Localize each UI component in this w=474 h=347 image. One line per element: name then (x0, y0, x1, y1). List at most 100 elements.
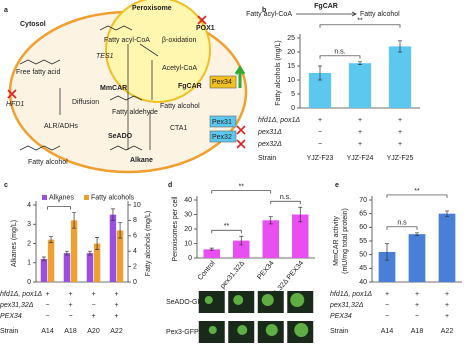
x-tick-label: A14 (41, 328, 54, 335)
x-tick-label: A22 (441, 328, 454, 335)
cell-spot (208, 326, 217, 334)
diagram-label: Peroxisome (132, 5, 172, 12)
x-tick-label: A18 (411, 328, 424, 335)
diagram-label: Fatty alcohol (160, 103, 200, 110)
header-enzyme: FgCAR (314, 3, 338, 10)
significance-bracket (47, 206, 71, 210)
legend-label: Fatty alcohols (91, 194, 135, 201)
y-tick-label: 40 (184, 197, 192, 204)
bar (233, 240, 250, 258)
y-tick-label: 55 (359, 238, 367, 245)
pex31-box (209, 115, 237, 128)
diagram-label: Diffusion (72, 99, 99, 106)
cell-spot (290, 293, 305, 307)
genotype-cell: + (445, 302, 449, 309)
diagram-label: β-oxidation (162, 37, 196, 44)
y-tick-label: 20 (184, 226, 192, 233)
genotype-label: pex31,32Δ (329, 302, 364, 309)
x-tick-label: A20 (87, 328, 100, 335)
genotype-cell: + (398, 141, 402, 148)
genotype-cell: + (385, 291, 389, 298)
error-bar (268, 216, 273, 225)
genotype-cell: − (385, 313, 389, 320)
diagram-label: Pex31 (212, 119, 232, 126)
y-tick-label: 20 (287, 49, 295, 56)
error-bar (118, 222, 123, 239)
bar (438, 213, 456, 282)
genotype-cell: − (91, 302, 95, 309)
diagram-label: TES1 (96, 53, 114, 60)
error-bar (72, 212, 77, 229)
x-tick-label: A18 (64, 328, 77, 335)
axes (35, 201, 129, 283)
diagram-label: ALR/ADHs (44, 123, 78, 130)
significance-label: ** (224, 223, 230, 230)
genotype-cell: + (114, 291, 118, 298)
y2-tick-label: 4 (133, 248, 137, 255)
diagram-label: CTA1 (170, 125, 187, 132)
pex32-box (209, 130, 237, 143)
y-tick-label: 25 (287, 35, 295, 42)
diagram-label: Fatty alcohol (28, 159, 68, 166)
diagram-label: Cytosol (20, 21, 46, 28)
error-bar (298, 206, 303, 223)
bar (203, 249, 220, 258)
significance-bracket (211, 190, 272, 194)
bar (116, 230, 124, 282)
y-tick-label: 5 (291, 91, 295, 98)
diagram-label: HFD1 (6, 101, 24, 108)
image-label: Pex3-GFP (166, 329, 199, 336)
axis-label: Alkanes (mg/L) (11, 220, 18, 267)
y-tick-label: 30 (184, 211, 192, 218)
y2-tick-label: 0 (133, 279, 137, 286)
y-tick-label: 0 (27, 279, 31, 286)
y-tick-label: 2 (27, 240, 31, 247)
axis-label: (mU/mg total protein) (342, 208, 349, 274)
error-bar (415, 232, 419, 236)
diagram-label: Pex34 (212, 79, 232, 86)
y2-tick-label: 2 (133, 263, 137, 270)
error-bar (445, 210, 449, 217)
error-bar (87, 250, 92, 256)
panel-label: b (262, 7, 266, 14)
legend-swatch (42, 195, 47, 200)
genotype-label: PEX34 (330, 313, 352, 320)
error-bar (385, 243, 389, 261)
genotype-label: pex31Δ (257, 129, 282, 136)
significance-bracket (270, 200, 301, 205)
genotype-cell: − (415, 313, 419, 320)
bar (308, 73, 332, 108)
error-bar (49, 236, 54, 244)
genotype-cell: + (68, 302, 72, 309)
significance-label: ** (414, 188, 420, 195)
y-tick-label: 65 (359, 211, 367, 218)
error-bar (41, 256, 46, 262)
y-tick-label: 50 (359, 252, 367, 259)
y-tick-label: 60 (359, 224, 367, 231)
legend-label: Alkanes (49, 194, 74, 201)
bar (63, 253, 71, 282)
header-text: Fatty alcohol (360, 11, 400, 18)
genotype-label: hfd1Δ, pox1Δ (0, 291, 42, 298)
genotype-cell: − (385, 302, 389, 309)
header-text: Fatty acyl-CoA (246, 11, 292, 18)
panel-label: e (335, 182, 339, 189)
significance-bracket (386, 226, 418, 230)
axis-label: Fatty alcohols (mg/L) (275, 40, 282, 105)
x-tick-label: PEX34 (256, 260, 275, 281)
bar (47, 239, 55, 282)
genotype-cell: − (318, 141, 322, 148)
significance-label: n.s (397, 220, 407, 227)
header-arrow (296, 11, 357, 17)
genotype-cell: + (358, 117, 362, 124)
significance-label: n.s. (334, 49, 345, 56)
genotype-cell: + (114, 302, 118, 309)
genotype-label: hfd1Δ, pox1Δ (330, 291, 372, 298)
pathway-arrows (59, 43, 159, 150)
genotype-cell: + (318, 117, 322, 124)
significance-label: n.s. (280, 194, 291, 201)
bar (93, 243, 101, 282)
bar (109, 214, 117, 282)
significance-bracket (211, 229, 242, 234)
y-tick-label: 10 (184, 240, 192, 247)
